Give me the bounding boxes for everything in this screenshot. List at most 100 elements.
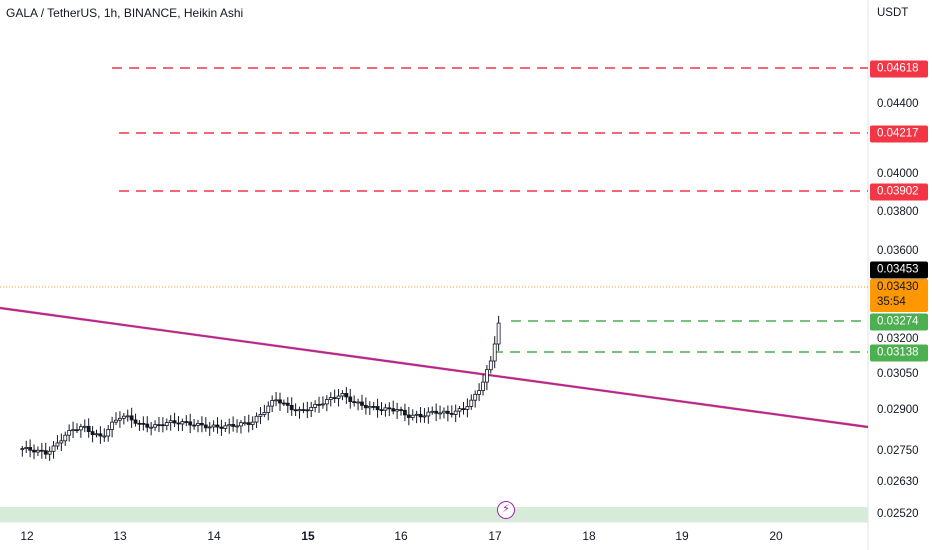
trendline[interactable]: [0, 307, 869, 428]
candle-body: [465, 406, 470, 410]
candle-body: [28, 447, 33, 451]
candle-body: [250, 421, 255, 425]
candle-body: [403, 409, 407, 416]
candle-body: [231, 424, 236, 427]
candle-body: [145, 423, 150, 428]
candle-body: [262, 412, 267, 415]
candle-body: [149, 426, 154, 429]
time-tick: 20: [769, 529, 783, 543]
candle-body: [184, 421, 189, 423]
chart-background: [0, 0, 868, 522]
candle-body: [496, 322, 501, 345]
price-tick: 0.04400: [877, 98, 919, 110]
resistance-price-tag-2[interactable]: 0.04217: [870, 125, 928, 143]
candle-body: [414, 413, 419, 416]
candle-body: [399, 409, 403, 412]
candle-body: [98, 433, 103, 437]
bar-countdown: 35:54: [877, 296, 906, 308]
candle-body: [442, 410, 446, 414]
time-tick: 16: [394, 529, 408, 543]
candle-body: [305, 409, 310, 412]
candle-body: [391, 408, 396, 412]
candle-body: [246, 422, 251, 425]
support-price-tag-1[interactable]: 0.03274: [870, 313, 928, 331]
candle-body: [141, 423, 146, 425]
lightning-icon[interactable]: ⚡︎: [497, 501, 515, 519]
candle-body: [36, 449, 40, 453]
candle-body: [106, 429, 111, 437]
price-tick: 0.03200: [877, 333, 919, 345]
candle-body: [410, 414, 415, 418]
candle-body: [356, 401, 360, 404]
candle-body: [43, 450, 48, 455]
candle-body: [20, 448, 25, 450]
candle-body: [239, 422, 243, 427]
time-tick: 19: [675, 529, 689, 543]
candle-body: [383, 407, 388, 411]
price-tick: 0.04000: [877, 168, 919, 180]
time-tick: 13: [113, 529, 127, 543]
candle-body: [387, 407, 392, 410]
candle-body: [379, 409, 384, 412]
candle-body: [285, 402, 290, 406]
candle-body: [324, 399, 329, 405]
candle-body: [274, 399, 278, 402]
candle-body: [59, 440, 64, 444]
candle-body: [360, 401, 364, 406]
candle-body: [164, 422, 169, 426]
time-tick: 12: [20, 529, 34, 543]
candle-body: [137, 422, 142, 425]
candle-body: [47, 450, 52, 455]
candle-body: [289, 404, 294, 411]
support-price-tag-2[interactable]: 0.03138: [870, 344, 928, 362]
candle-body: [473, 393, 478, 401]
candle-body: [39, 449, 44, 452]
price-tick: 0.02630: [877, 476, 919, 488]
candle-body: [477, 390, 482, 395]
candle-body: [406, 414, 411, 418]
time-tick: 17: [488, 529, 502, 543]
resistance-price-tag-1[interactable]: 0.04618: [870, 60, 928, 78]
candle-body: [340, 393, 345, 397]
candle-body: [63, 434, 68, 442]
resistance-price-tag-3[interactable]: 0.03902: [870, 183, 928, 201]
candle-body: [196, 422, 200, 426]
candle-body: [481, 381, 485, 391]
candle-body: [317, 403, 321, 406]
last-price-value: 0.03430: [877, 281, 919, 293]
candle-body: [125, 415, 130, 418]
candle-body: [321, 403, 325, 406]
candle-body: [82, 425, 87, 428]
candle-body: [94, 433, 99, 436]
price-tick: 0.02750: [877, 445, 919, 457]
candle-body: [129, 415, 134, 421]
candle-body: [281, 402, 286, 405]
candle-body: [422, 415, 427, 418]
candle-body: [67, 430, 72, 436]
candle-body: [469, 399, 474, 407]
price-tick: 0.03800: [877, 206, 919, 218]
price-tick: 0.02520: [877, 508, 919, 520]
candle-body: [86, 425, 91, 433]
candle-body: [200, 422, 204, 426]
candle-body: [395, 409, 400, 412]
candle-body: [153, 424, 157, 428]
candle-body: [235, 425, 239, 428]
candle-body: [434, 410, 439, 414]
candle-body: [242, 422, 247, 425]
candle-body: [270, 400, 275, 407]
time-tick: 18: [582, 529, 596, 543]
candle-body: [445, 410, 450, 414]
candle-body: [461, 408, 466, 411]
candle-body: [418, 413, 423, 418]
candle-body: [301, 409, 306, 411]
candle-body: [328, 397, 333, 400]
candle-body: [71, 429, 75, 432]
candle-body: [207, 426, 212, 429]
candle-body: [180, 421, 185, 425]
candle-body: [336, 395, 341, 399]
candle-body: [110, 421, 115, 430]
time-tick: 15: [301, 529, 315, 543]
candle-body: [215, 424, 220, 428]
